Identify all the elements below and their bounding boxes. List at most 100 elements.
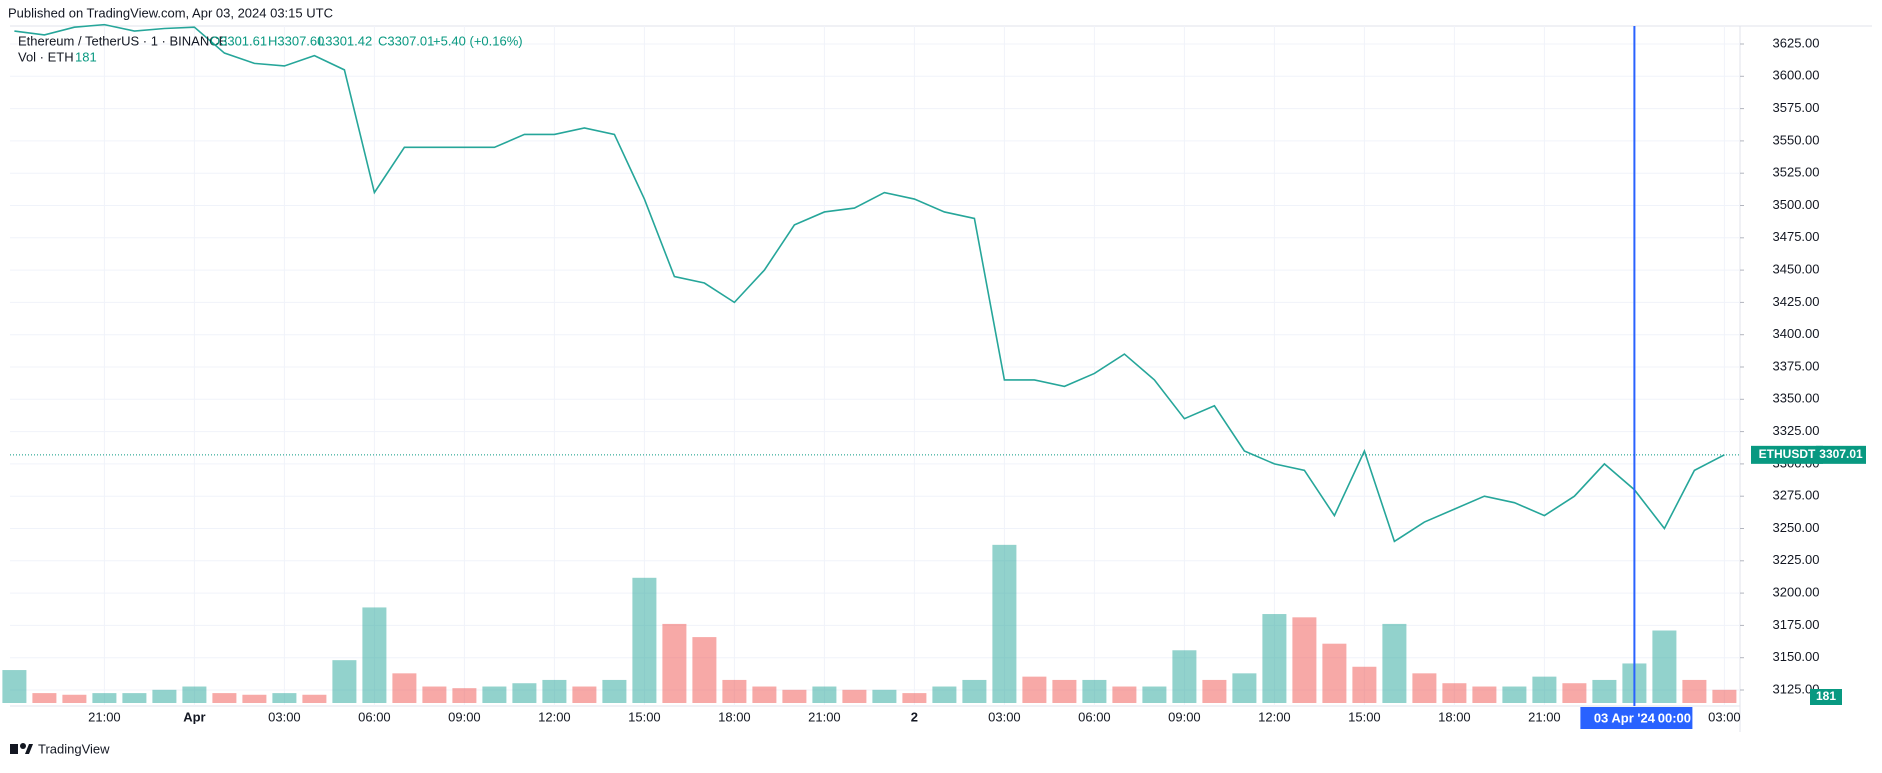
y-tick-label: 3275.00	[1773, 488, 1820, 503]
volume-bar	[212, 693, 237, 703]
volume-bar	[1442, 683, 1467, 703]
volume-bar	[242, 694, 267, 703]
y-tick-label: 3375.00	[1773, 358, 1820, 373]
legend-symbol: Ethereum / TetherUS · 1 · BINANCE	[18, 33, 228, 48]
volume-bar	[1322, 643, 1347, 703]
y-tick-label: 3500.00	[1773, 197, 1820, 212]
legend-close: C3307.01	[378, 33, 434, 48]
volume-bar	[1262, 614, 1287, 703]
last-price-name: ETHUSDT	[1759, 447, 1816, 461]
last-price-name-box	[1751, 445, 1823, 464]
crosshair-date: 03 Apr '24	[1594, 710, 1656, 725]
x-tick-label: 06:00	[1078, 709, 1111, 724]
volume-bar	[2, 670, 27, 703]
crosshair-box	[1580, 707, 1693, 729]
volume-bar	[1052, 679, 1077, 703]
volume-bar	[1082, 679, 1107, 703]
volume-value-box	[1810, 689, 1842, 705]
y-tick-label: 3125.00	[1773, 681, 1820, 696]
legend-volume-name: Vol · ETH	[18, 49, 74, 64]
y-tick-label: 3525.00	[1773, 165, 1820, 180]
volume-bar	[662, 623, 687, 703]
volume-bar	[962, 679, 987, 703]
logo	[10, 743, 33, 754]
volume-bar	[1022, 676, 1047, 703]
volume-bar	[92, 693, 117, 703]
volume-bar	[1712, 689, 1737, 703]
x-tick-label: 09:00	[448, 709, 481, 724]
volume-bar	[692, 637, 717, 703]
x-tick-label: 2	[911, 709, 918, 724]
x-tick-label: 03:00	[1708, 709, 1741, 724]
volume-bar	[1592, 679, 1617, 703]
y-tick-label: 3550.00	[1773, 132, 1820, 147]
last-price-label: 3307.01	[1819, 447, 1863, 461]
y-tick-label: 3250.00	[1773, 520, 1820, 535]
volume-bar	[62, 694, 87, 703]
y-tick-label: 3625.00	[1773, 35, 1820, 50]
y-tick-label: 3200.00	[1773, 585, 1820, 600]
y-tick-label: 3325.00	[1773, 423, 1820, 438]
x-tick-label: Apr	[183, 709, 205, 724]
volume-bar	[542, 679, 567, 703]
volume-bar	[812, 686, 837, 703]
volume-bar	[782, 689, 807, 703]
legend-change: +5.40 (+0.16%)	[433, 33, 523, 48]
legend-open: O3301.61	[210, 33, 267, 48]
volume-bar	[482, 686, 507, 703]
volume-bar	[1652, 630, 1677, 703]
y-tick-label: 3175.00	[1773, 617, 1820, 632]
volume-bar	[1532, 676, 1557, 703]
x-tick-label: 03:00	[268, 709, 301, 724]
volume-bar	[932, 686, 957, 703]
volume-bar	[422, 686, 447, 703]
volume-bar	[272, 693, 297, 703]
volume-bar	[632, 577, 657, 703]
volume-bar	[992, 544, 1017, 703]
y-tick-label: 3350.00	[1773, 391, 1820, 406]
volume-bar	[152, 689, 177, 703]
x-tick-label: 18:00	[718, 709, 751, 724]
legend-low: L3301.42	[318, 33, 372, 48]
crosshair-time: 00:00	[1658, 710, 1691, 725]
volume-bar	[452, 688, 477, 703]
y-tick-label: 3450.00	[1773, 262, 1820, 277]
y-tick-label: 3400.00	[1773, 326, 1820, 341]
volume-bar	[332, 660, 357, 703]
volume-bar	[572, 686, 597, 703]
x-tick-label: 06:00	[358, 709, 391, 724]
volume-bar	[1112, 686, 1137, 703]
volume-bar	[1202, 679, 1227, 703]
volume-bar	[1682, 679, 1707, 703]
y-tick-label: 3225.00	[1773, 552, 1820, 567]
volume-bar	[392, 673, 417, 703]
y-tick-label: 3425.00	[1773, 294, 1820, 309]
volume-bar	[1292, 617, 1317, 703]
legend-volume-value: 181	[75, 49, 97, 64]
volume-bar	[512, 683, 537, 703]
volume-bar	[1232, 673, 1257, 703]
volume-bar	[32, 693, 57, 703]
last-price-box	[1816, 445, 1866, 464]
x-tick-label: 15:00	[1348, 709, 1381, 724]
volume-bar	[1562, 683, 1587, 703]
volume-bar	[872, 689, 897, 703]
volume-bar	[1352, 666, 1377, 703]
published-note: Published on TradingView.com, Apr 03, 20…	[8, 5, 333, 20]
volume-value-label: 181	[1816, 689, 1836, 703]
volume-bar	[752, 686, 777, 703]
x-tick-label: 18:00	[1438, 709, 1471, 724]
volume-bar	[1412, 673, 1437, 703]
footer-brand: TradingView	[38, 741, 110, 756]
x-tick-label: 21:00	[88, 709, 121, 724]
volume-bar	[182, 686, 207, 703]
x-tick-label: 15:00	[628, 709, 661, 724]
x-tick-label: 21:00	[808, 709, 841, 724]
volume-bar	[1172, 650, 1197, 703]
x-tick-label: 12:00	[1258, 709, 1291, 724]
y-tick-label: 3600.00	[1773, 68, 1820, 83]
volume-bar	[722, 679, 747, 703]
y-tick-label: 3150.00	[1773, 649, 1820, 664]
